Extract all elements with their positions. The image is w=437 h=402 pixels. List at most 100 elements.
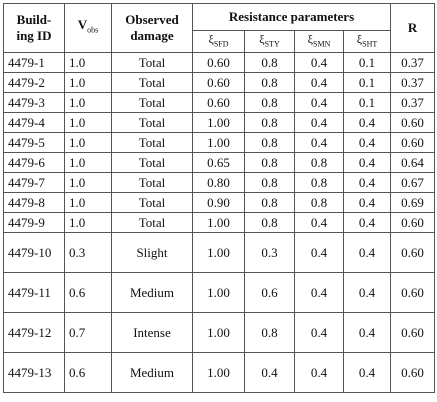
table-cell: 0.4: [342, 192, 392, 214]
table-cell: 1.0: [64, 212, 112, 234]
table-cell: 1.0: [64, 72, 112, 94]
table-cell: Slight: [111, 232, 193, 274]
table-cell: 0.8: [244, 92, 295, 114]
table-cell: 1.00: [192, 312, 245, 354]
table-cell: 4479-5: [3, 132, 65, 154]
table-cell: 0.8: [294, 172, 344, 194]
table-cell: 0.80: [192, 172, 245, 194]
table-cell: 0.4: [342, 232, 392, 274]
table-cell: 0.6: [64, 352, 112, 394]
table-cell: 1.00: [192, 232, 245, 274]
table-cell: 4479-1: [3, 52, 65, 74]
table-cell: 0.4: [294, 132, 344, 154]
header-sub: SMN: [313, 39, 331, 49]
table-cell: 0.8: [244, 212, 295, 234]
table-cell: 0.4: [294, 72, 344, 94]
table-cell: Total: [111, 192, 193, 214]
table-cell: 1.0: [64, 132, 112, 154]
table-cell: 0.4: [342, 172, 392, 194]
table-cell: 0.64: [390, 152, 436, 174]
header-r: R: [390, 2, 436, 54]
table-cell: 1.00: [192, 112, 245, 134]
table-cell: Total: [111, 72, 193, 94]
table-row: 4479-2 1.0 Total 0.60 0.8 0.4 0.1 0.37: [3, 72, 436, 94]
table-row: 4479-3 1.0 Total 0.60 0.8 0.4 0.1 0.37: [3, 92, 436, 114]
table-cell: 0.4: [294, 52, 344, 74]
table-cell: 4479-6: [3, 152, 65, 174]
table-cell: 0.8: [294, 152, 344, 174]
table-cell: 0.3: [244, 232, 295, 274]
table-cell: 0.69: [390, 192, 436, 214]
table-cell: 0.65: [192, 152, 245, 174]
table-cell: 4479-12: [3, 312, 65, 354]
header-sub: SFD: [213, 39, 229, 49]
header-building-id: Build-ing ID: [3, 2, 65, 54]
table-row: 4479-8 1.0 Total 0.90 0.8 0.8 0.4 0.69: [3, 192, 436, 214]
table-cell: 0.37: [390, 92, 436, 114]
table-cell: 0.60: [390, 212, 436, 234]
table-cell: Medium: [111, 352, 193, 394]
header-vobs: Vobs: [64, 2, 112, 54]
header-sub: STY: [264, 39, 280, 49]
table-row: 4479-4 1.0 Total 1.00 0.8 0.4 0.4 0.60: [3, 112, 436, 134]
header-sub: obs: [87, 25, 99, 35]
table-cell: 1.0: [64, 92, 112, 114]
header-text: ξ: [208, 32, 214, 46]
table-cell: 0.8: [244, 112, 295, 134]
header-param: ξSTY: [244, 29, 295, 54]
header-damage: Observed damage: [111, 2, 193, 54]
table-cell: 1.00: [192, 132, 245, 154]
table-cell: 0.4: [244, 352, 295, 394]
table-cell: 0.67: [390, 172, 436, 194]
table-cell: Total: [111, 92, 193, 114]
table-cell: 0.60: [390, 112, 436, 134]
table-cell: 0.8: [244, 172, 295, 194]
header-text: ξ: [356, 32, 363, 46]
header-text: damage: [130, 28, 174, 44]
table-cell: 0.4: [342, 352, 392, 394]
header-text: V: [77, 17, 88, 33]
table-cell: 4479-10: [3, 232, 65, 274]
table-cell: 0.60: [192, 52, 245, 74]
table-cell: 0.1: [342, 92, 392, 114]
table-cell: 0.8: [294, 192, 344, 214]
table-cell: 0.60: [390, 232, 436, 274]
table-cell: 1.0: [64, 52, 112, 74]
table-cell: Total: [111, 152, 193, 174]
table-cell: 1.0: [64, 112, 112, 134]
table-cell: Total: [111, 172, 193, 194]
data-table: Build-ing ID Vobs Observed damage Resista…: [3, 2, 436, 394]
table-cell: 0.4: [342, 312, 392, 354]
table-row: 4479-1 1.0 Total 0.60 0.8 0.4 0.1 0.37: [3, 52, 436, 74]
table-cell: Total: [111, 112, 193, 134]
table-cell: 0.4: [294, 212, 344, 234]
table-cell: 1.00: [192, 352, 245, 394]
table-cell: 0.4: [294, 112, 344, 134]
table-cell: 0.37: [390, 52, 436, 74]
table-cell: 0.7: [64, 312, 112, 354]
table-cell: 4479-13: [3, 352, 65, 394]
table-cell: 4479-4: [3, 112, 65, 134]
header-text: Build-: [16, 12, 52, 28]
table-cell: 0.4: [342, 132, 392, 154]
header-text: ξ: [259, 32, 265, 46]
header-param: ξSFD: [192, 29, 245, 54]
table-cell: 4479-8: [3, 192, 65, 214]
table-cell: 0.4: [294, 232, 344, 274]
table-cell: 0.4: [294, 272, 344, 314]
table-row: 4479-12 0.7 Intense 1.00 0.8 0.4 0.4 0.60: [3, 312, 436, 354]
table-cell: 4479-2: [3, 72, 65, 94]
table-cell: 1.0: [64, 172, 112, 194]
table-row: 4479-6 1.0 Total 0.65 0.8 0.8 0.4 0.64: [3, 152, 436, 174]
table-cell: 4479-3: [3, 92, 65, 114]
table-cell: 0.8: [244, 192, 295, 214]
header-sub: SHT: [362, 39, 378, 49]
table-cell: 1.0: [64, 152, 112, 174]
table-cell: 0.8: [244, 132, 295, 154]
table-cell: 0.6: [244, 272, 295, 314]
table-row: 4479-13 0.6 Medium 1.00 0.4 0.4 0.4 0.60: [3, 352, 436, 394]
table-cell: Total: [111, 132, 193, 154]
table-cell: 0.60: [192, 92, 245, 114]
table-cell: 0.37: [390, 72, 436, 94]
